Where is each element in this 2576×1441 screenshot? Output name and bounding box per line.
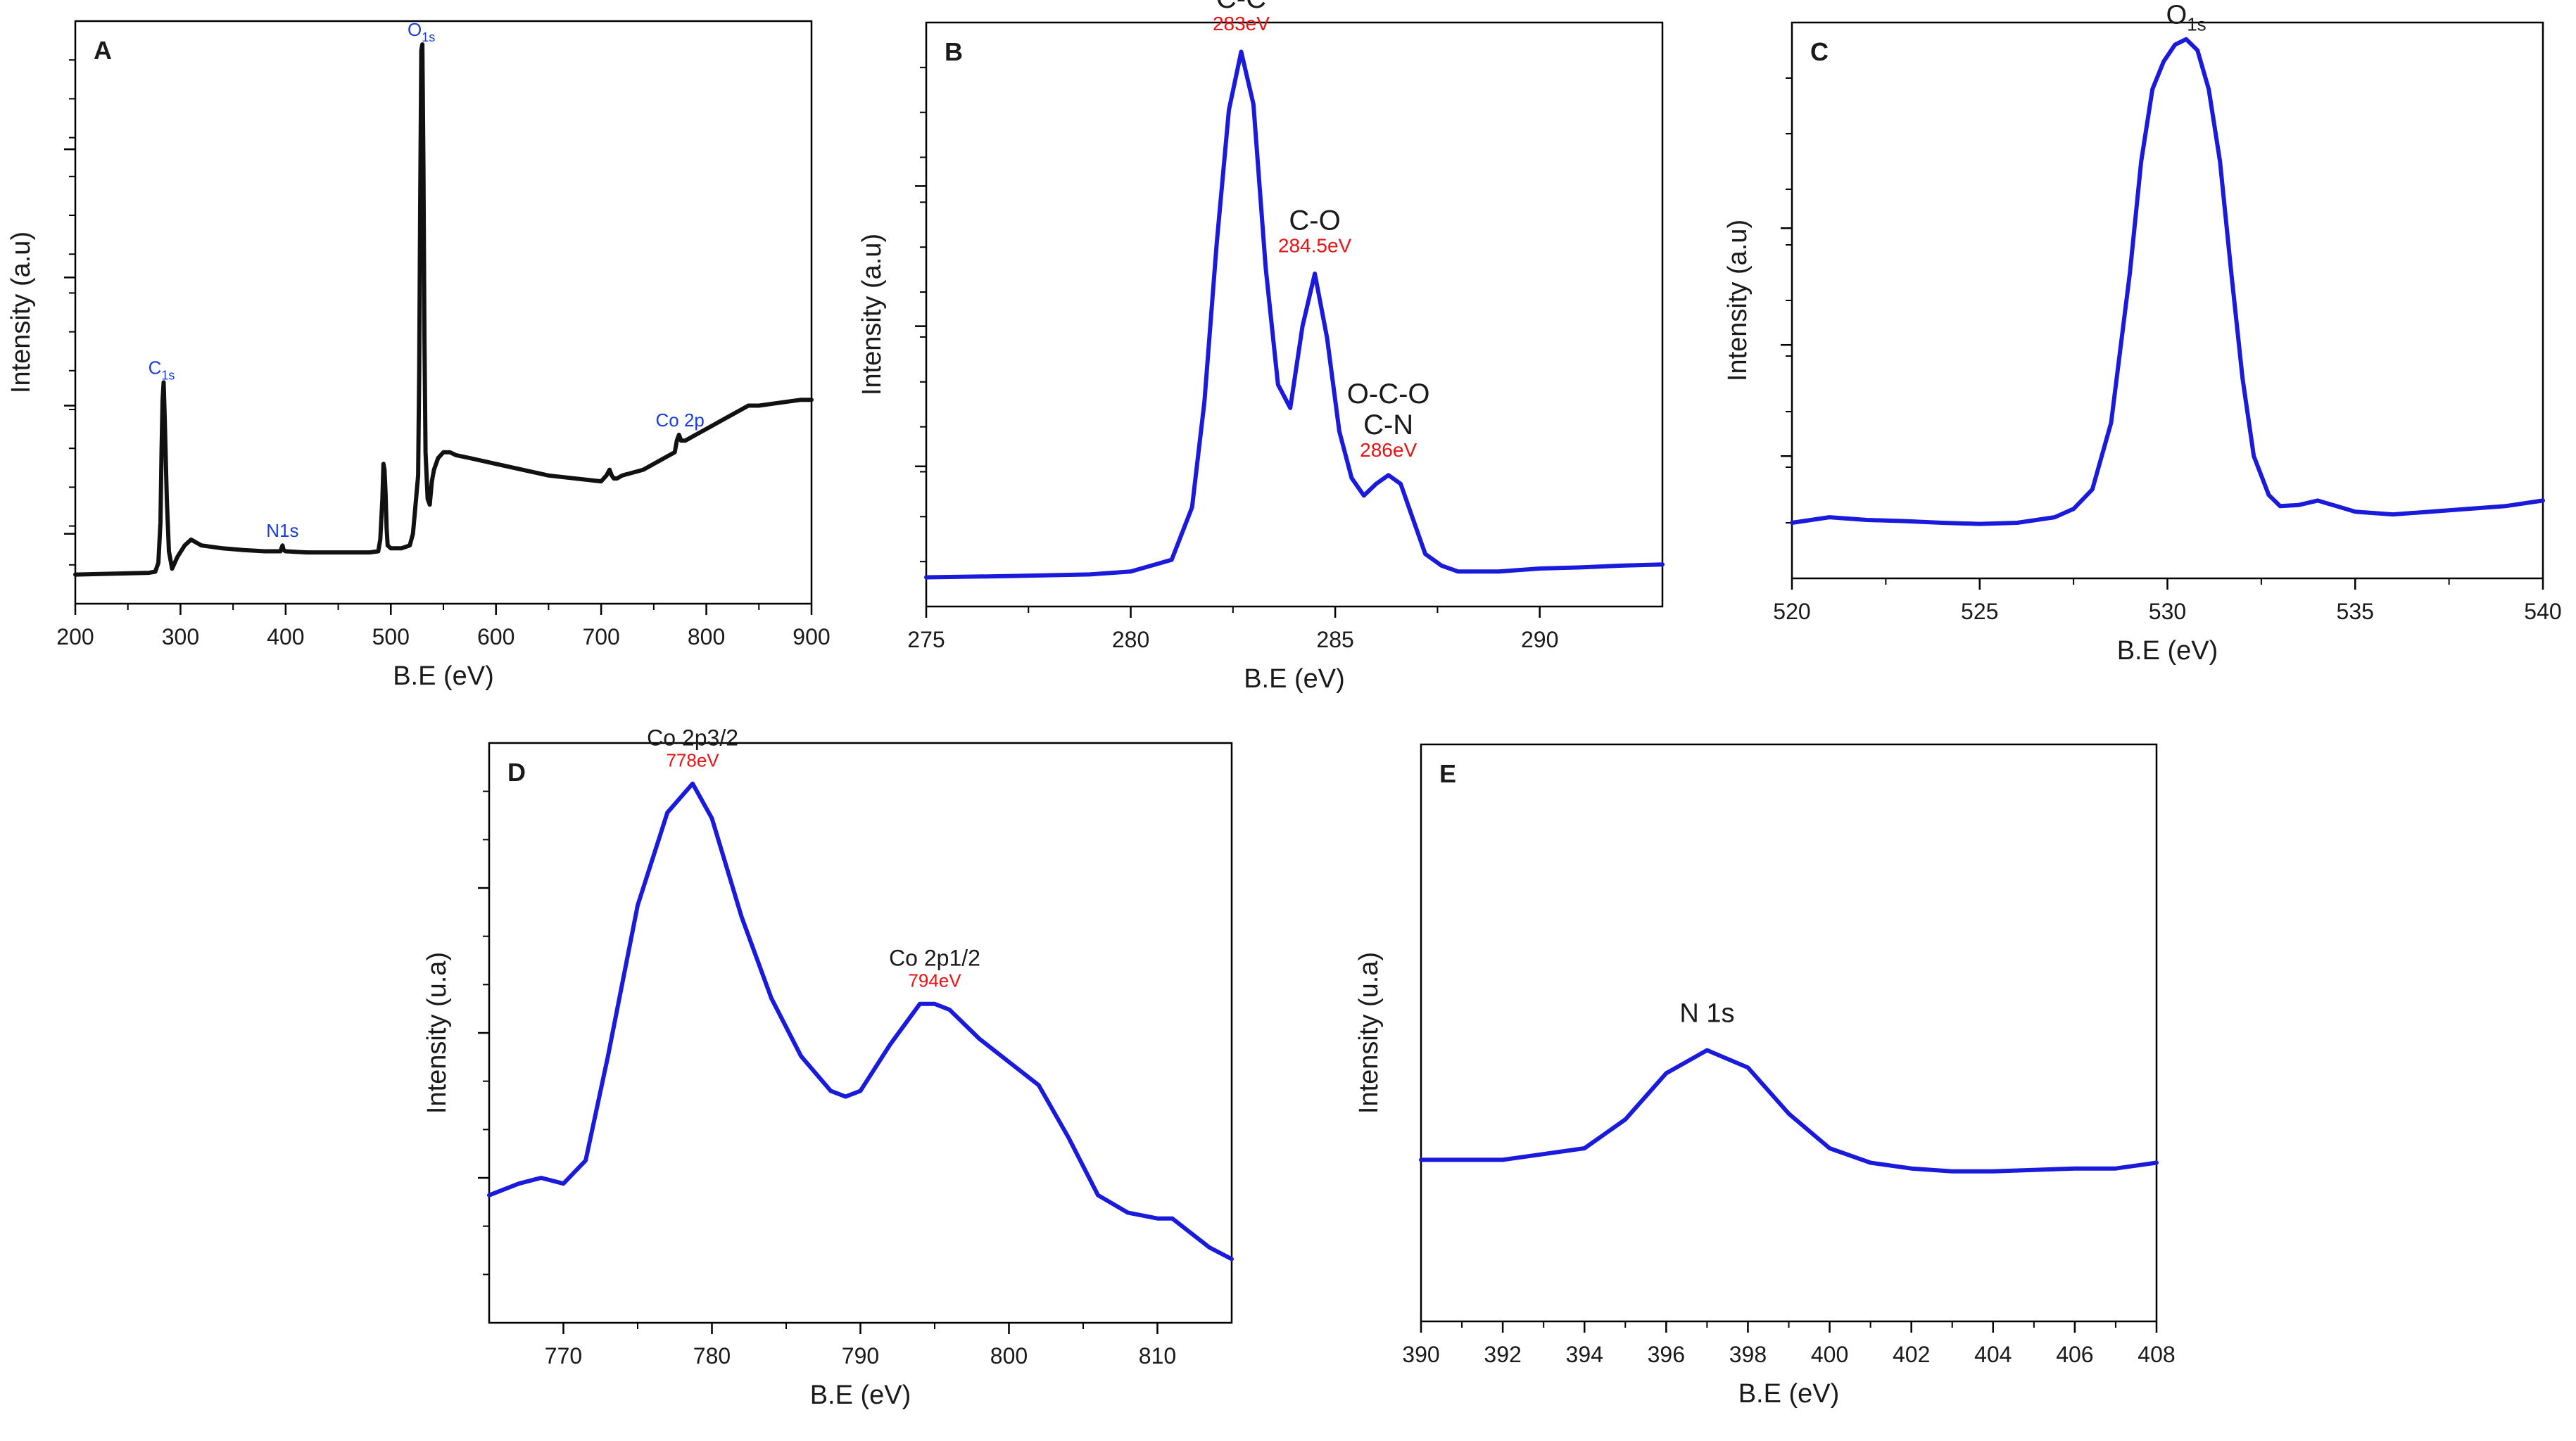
peak-label: C-O (1289, 205, 1340, 236)
x-tick-label: 400 (267, 624, 304, 649)
x-tick-label: 398 (1729, 1342, 1767, 1367)
x-tick-label: 900 (793, 624, 830, 649)
plot-frame (74, 20, 813, 605)
panel-d: 770 780 790 800 810 B.E (eV) Intensity (u.a) D C… (422, 725, 1234, 1410)
peak-label-subscript: 1s (422, 30, 435, 44)
panel-e: 390 392 394 396 398 400 402 404 406 408 B.E (eV) In… (1354, 743, 2176, 1409)
peak-energy-label: 794eV (908, 970, 961, 991)
x-tick-label: 285 (1316, 627, 1353, 652)
y-axis-label: Intensity (u.a) (1354, 952, 1384, 1114)
peak-label-main: O (408, 19, 422, 40)
series-line-o1s (1790, 37, 2545, 526)
x-tick-label: 800 (990, 1343, 1028, 1369)
x-tick-label: 800 (688, 624, 725, 649)
x-tick-label: 500 (372, 624, 410, 649)
peak-label-main: C (149, 357, 162, 378)
peak-label: O-C-O (1347, 379, 1430, 410)
series-line-c1s (924, 49, 1665, 580)
x-tick-label: 540 (2524, 599, 2561, 624)
peak-energy-label: 283eV (1213, 13, 1270, 34)
x-tick-label: 280 (1112, 627, 1149, 652)
x-tick-label: 200 (56, 624, 94, 649)
peak-label: O1s (408, 19, 435, 44)
peak-label: C1s (149, 357, 175, 382)
peak-label-subscript: 1s (2187, 14, 2206, 35)
x-tick-label: 520 (1773, 599, 1810, 624)
x-tick-label: 394 (1566, 1342, 1603, 1367)
x-axis-label: B.E (eV) (2117, 636, 2218, 666)
peak-label-main: Co 2p (656, 410, 705, 431)
x-axis-label: B.E (eV) (393, 661, 494, 691)
y-axis-label: Intensity (u.a) (422, 952, 452, 1114)
panel-label: B (945, 37, 963, 66)
y-axis-label: Intensity (a.u) (857, 234, 887, 395)
x-axis-label: B.E (eV) (810, 1380, 911, 1410)
x-axis-label: B.E (eV) (1738, 1379, 1840, 1409)
peak-label: Co 2p (656, 410, 705, 431)
x-tick-label: 535 (2337, 599, 2374, 624)
series-line-survey (73, 42, 814, 577)
peak-energy-label: 284.5eV (1278, 235, 1352, 257)
peak-label-subscript: 1s (161, 368, 175, 382)
peak-label: Co 2p3/2 (647, 725, 738, 750)
peak-label-secondary: C-N (1363, 410, 1413, 440)
peak-label: N1s (266, 520, 298, 541)
x-tick-label: 600 (477, 624, 514, 649)
x-tick-label: 790 (842, 1343, 879, 1369)
peak-label: N 1s (1679, 999, 1734, 1029)
peak-energy-label: 778eV (666, 749, 719, 770)
x-tick-label: 530 (2149, 599, 2186, 624)
x-tick-label: 780 (693, 1343, 731, 1369)
panel-label: E (1439, 759, 1456, 788)
y-axis-label: Intensity (a.u) (1723, 220, 1753, 381)
peak-label-main: O (2166, 1, 2187, 30)
x-axis-label: B.E (eV) (1244, 664, 1345, 694)
x-tick-label: 300 (162, 624, 199, 649)
panel-label: C (1810, 37, 1829, 66)
x-tick-label: 770 (545, 1343, 582, 1369)
x-tick-label: 275 (907, 627, 945, 652)
plot-frame (488, 742, 1233, 1324)
x-tick-label: 525 (1961, 599, 1998, 624)
x-tick-label: 400 (1811, 1342, 1848, 1367)
peak-label: C-C (1216, 0, 1266, 14)
panel-label: A (94, 36, 112, 65)
x-tick-label: 406 (2056, 1342, 2093, 1367)
x-tick-label: 290 (1521, 627, 1558, 652)
x-tick-label: 390 (1402, 1342, 1439, 1367)
y-axis-label: Intensity (a.u) (6, 231, 36, 393)
series-line-co2p (487, 781, 1234, 1262)
x-tick-label: 392 (1484, 1342, 1521, 1367)
x-tick-label: 810 (1139, 1343, 1176, 1369)
peak-label-main: N1s (266, 520, 298, 541)
panel-label: D (507, 758, 526, 787)
plot-frame (1420, 743, 2158, 1323)
panel-a: 200 300 400 500 600 700 800 900 B.E (eV) Intensit… (6, 19, 831, 691)
panel-c: 520 525 530 535 540 B.E (eV) Intensity (a.u) C O… (1723, 1, 2562, 666)
plot-frame (925, 21, 1664, 608)
x-tick-label: 408 (2138, 1342, 2175, 1367)
peak-label: Co 2p1/2 (889, 946, 980, 971)
peak-label: O1s (2166, 1, 2206, 35)
x-tick-label: 404 (1974, 1342, 2012, 1367)
x-tick-label: 402 (1893, 1342, 1930, 1367)
x-tick-label: 700 (582, 624, 619, 649)
peak-energy-label: 286eV (1360, 439, 1417, 461)
series-line-n1s (1419, 1048, 2159, 1174)
x-tick-label: 396 (1648, 1342, 1685, 1367)
plot-frame (1791, 21, 2544, 580)
